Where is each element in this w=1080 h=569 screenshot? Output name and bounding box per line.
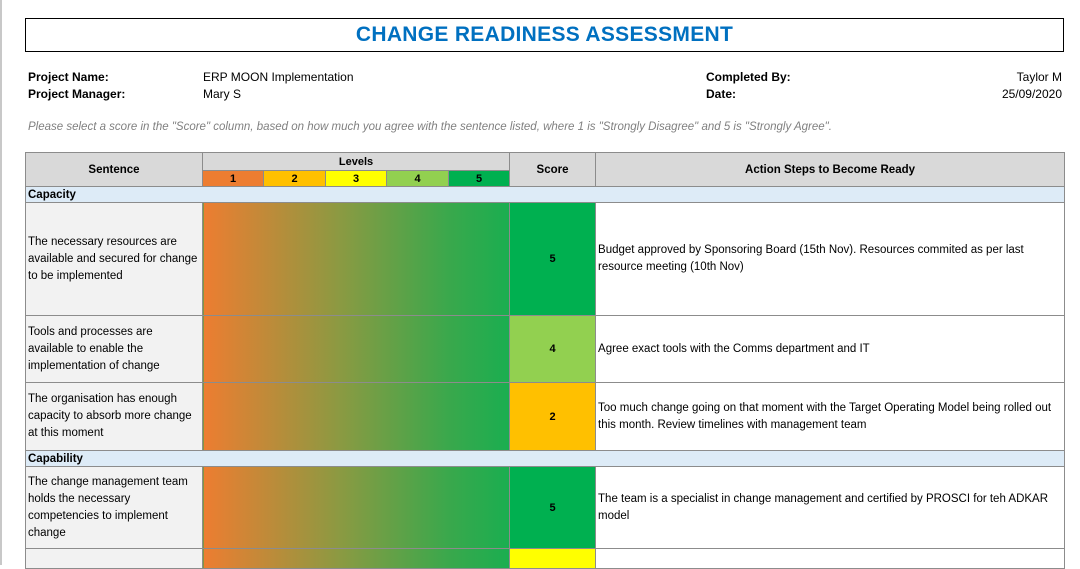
level-1: 1 bbox=[202, 170, 264, 187]
completed-by-value[interactable]: Taylor M bbox=[1016, 70, 1062, 84]
table-row bbox=[25, 548, 1066, 569]
table-row: The organisation has enough capacity to … bbox=[25, 382, 1066, 451]
section-header: Capacity bbox=[24, 186, 1066, 203]
header-levels: Levels bbox=[201, 152, 511, 171]
page-title: CHANGE READINESS ASSESSMENT bbox=[25, 18, 1064, 52]
level-2: 2 bbox=[263, 170, 326, 187]
action-cell[interactable]: The team is a specialist in change manag… bbox=[595, 466, 1066, 549]
sentence-cell bbox=[25, 548, 203, 569]
sentence-cell: The change management team holds the nec… bbox=[25, 466, 203, 549]
table-row: The change management team holds the nec… bbox=[25, 466, 1066, 549]
header-sentence: Sentence bbox=[25, 152, 203, 187]
level-3: 3 bbox=[325, 170, 387, 187]
assessment-table: Sentence Levels Score Action Steps to Be… bbox=[24, 152, 1066, 569]
table-row: Tools and processes are available to ena… bbox=[25, 315, 1066, 383]
window-edge bbox=[0, 0, 2, 565]
completed-by-label: Completed By: bbox=[706, 70, 791, 84]
score-cell[interactable] bbox=[509, 548, 597, 569]
level-5: 5 bbox=[447, 170, 511, 187]
date-value[interactable]: 25/09/2020 bbox=[1001, 87, 1062, 101]
project-manager-value[interactable]: Mary S bbox=[203, 87, 242, 101]
score-cell[interactable]: 2 bbox=[509, 382, 597, 451]
action-cell[interactable]: Agree exact tools with the Comms departm… bbox=[595, 315, 1066, 383]
action-cell[interactable]: Too much change going on that moment wit… bbox=[595, 382, 1066, 451]
sentence-cell: The necessary resources are available an… bbox=[25, 202, 203, 316]
header-action: Action Steps to Become Ready bbox=[595, 152, 1066, 187]
level-gradient-bar bbox=[201, 382, 511, 451]
score-cell[interactable]: 5 bbox=[509, 202, 597, 316]
table-row: The necessary resources are available an… bbox=[25, 202, 1066, 316]
header-score: Score bbox=[509, 152, 597, 187]
score-cell[interactable]: 4 bbox=[509, 315, 597, 383]
project-name-label: Project Name: bbox=[28, 70, 109, 84]
level-gradient-bar bbox=[201, 466, 511, 549]
section-header: Capability bbox=[24, 450, 1066, 467]
instructions: Please select a score in the "Score" col… bbox=[28, 121, 832, 133]
action-cell[interactable]: Budget approved by Sponsoring Board (15t… bbox=[595, 202, 1066, 316]
level-4: 4 bbox=[386, 170, 449, 187]
project-name-value[interactable]: ERP MOON Implementation bbox=[203, 70, 354, 84]
sentence-cell: Tools and processes are available to ena… bbox=[25, 315, 203, 383]
score-cell[interactable]: 5 bbox=[509, 466, 597, 549]
level-gradient-bar bbox=[201, 548, 511, 569]
level-gradient-bar bbox=[201, 315, 511, 383]
date-label: Date: bbox=[706, 87, 737, 101]
project-manager-label: Project Manager: bbox=[28, 87, 126, 101]
level-gradient-bar bbox=[201, 202, 511, 316]
sentence-cell: The organisation has enough capacity to … bbox=[25, 382, 203, 451]
action-cell[interactable] bbox=[595, 548, 1066, 569]
